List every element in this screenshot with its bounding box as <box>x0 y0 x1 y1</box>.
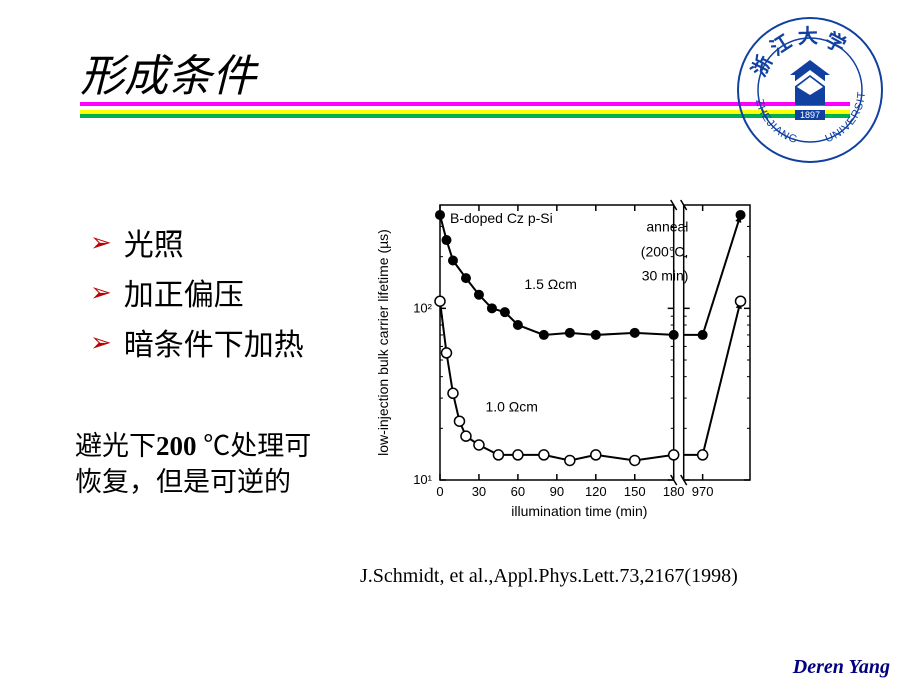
svg-text:30: 30 <box>472 484 486 499</box>
lifetime-chart: 10¹ 10² 0 30 60 90 120 150 180 970 illumination ti… <box>370 190 770 530</box>
svg-text:60: 60 <box>511 484 525 499</box>
svg-text:150: 150 <box>624 484 646 499</box>
svg-text:ZHEJIANG: ZHEJIANG <box>753 98 800 146</box>
svg-text:970: 970 <box>692 484 714 499</box>
svg-text:1897: 1897 <box>800 110 820 120</box>
bullet-text: 加正偏压 <box>124 270 244 314</box>
svg-text:10¹: 10¹ <box>413 472 432 487</box>
bullet-arrow-icon: ➢ <box>90 277 112 308</box>
bullet-item: ➢ 暗条件下加热 <box>90 320 304 364</box>
svg-text:B-doped Cz p-Si: B-doped Cz p-Si <box>450 210 553 226</box>
author-footer: Deren Yang <box>793 656 890 679</box>
svg-text:30 min): 30 min) <box>642 268 689 284</box>
university-logo: 浙 江 大 学 ZHEJIANG UNIVERSITY 1897 <box>735 15 885 165</box>
bullet-item: ➢ 加正偏压 <box>90 270 304 314</box>
slide-title: 形成条件 <box>80 40 256 104</box>
svg-text:1.5 Ωcm: 1.5 Ωcm <box>524 276 576 292</box>
bullet-list: ➢ 光照 ➢ 加正偏压 ➢ 暗条件下加热 <box>90 220 304 370</box>
svg-text:illumination time (min): illumination time (min) <box>511 503 647 519</box>
svg-text:anneal: anneal <box>646 219 688 235</box>
svg-text:180: 180 <box>663 484 685 499</box>
bullet-arrow-icon: ➢ <box>90 327 112 358</box>
bullet-arrow-icon: ➢ <box>90 227 112 258</box>
note-text: 避光下200 ℃处理可 恢复，但是可逆的 <box>75 428 311 501</box>
bullet-text: 光照 <box>124 220 184 264</box>
bullet-text: 暗条件下加热 <box>124 320 304 364</box>
svg-text:10²: 10² <box>413 300 432 315</box>
svg-text:120: 120 <box>585 484 607 499</box>
svg-text:0: 0 <box>436 484 443 499</box>
svg-text:(200°C,: (200°C, <box>641 244 689 260</box>
bullet-item: ➢ 光照 <box>90 220 304 264</box>
svg-text:90: 90 <box>550 484 564 499</box>
svg-text:1.0 Ωcm: 1.0 Ωcm <box>485 399 537 415</box>
citation: J.Schmidt, et al.,Appl.Phys.Lett.73,2167… <box>360 565 738 588</box>
svg-text:low-injection bulk carrier lif: low-injection bulk carrier lifetime (µs) <box>375 229 391 456</box>
